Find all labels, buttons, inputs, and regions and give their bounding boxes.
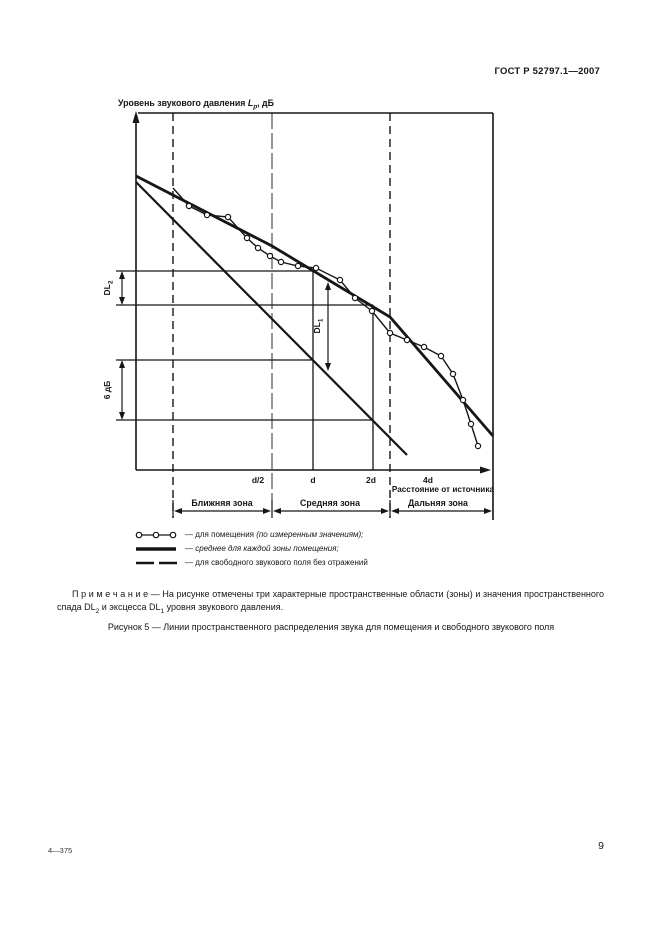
series-thin-with-circle-markers	[172, 187, 479, 447]
series-long-dash	[135, 181, 408, 456]
legend-item-zone-average: — среднее для каждой зоны помещения;	[134, 542, 368, 556]
series-thick-solid	[135, 174, 495, 437]
legend-text: — для свободного звукового поля без отра…	[185, 557, 368, 567]
x-tick-2d: 2d	[366, 475, 376, 485]
x-tick-d-half: d/2	[252, 475, 265, 485]
dl2-label: DL2	[102, 280, 115, 295]
measured-point-marker	[336, 276, 344, 284]
measured-point-marker	[224, 213, 232, 221]
measured-point-marker	[386, 329, 394, 337]
measured-point-marker	[203, 211, 211, 219]
x-tick-d: d	[310, 475, 315, 485]
zone-label-near: Ближняя зона	[191, 498, 252, 508]
measured-point-marker	[185, 202, 193, 210]
legend-text: — для помещения (по измеренным значениям…	[185, 529, 364, 539]
print-order-number: 4—375	[48, 846, 73, 855]
page-number: 9	[598, 840, 604, 852]
measured-point-marker	[459, 396, 467, 404]
zone-band	[172, 500, 492, 518]
six-db-dimension-arrow	[119, 360, 125, 420]
legend-item-room-measured: — для помещения (по измеренным значениям…	[134, 528, 368, 542]
standard-number-header: ГОСТ Р 52797.1—2007	[494, 66, 600, 77]
chart-legend: — для помещения (по измеренным значениям…	[134, 528, 368, 570]
dl2-dimension-arrow	[119, 271, 125, 305]
measured-point-marker	[474, 442, 482, 450]
legend-symbol-long-dash-line-icon	[134, 557, 178, 569]
x-axis-label: Расстояние от источника	[392, 485, 495, 494]
legend-symbol-thick-line-icon	[134, 543, 178, 555]
y-axis-label: Уровень звукового давления Lp, дБ	[118, 98, 275, 111]
dl1-label: DL1	[312, 318, 325, 333]
measured-point-marker	[437, 352, 445, 360]
x-tick-4d: 4d	[423, 475, 433, 485]
measured-point-marker	[420, 343, 428, 351]
data-series-layer	[135, 174, 495, 456]
x-axis-arrowhead	[480, 466, 491, 474]
legend-text: — среднее для каждой зоны помещения;	[185, 543, 339, 553]
measured-point-marker	[368, 307, 376, 315]
measured-point-marker	[449, 370, 457, 378]
measured-point-marker	[403, 336, 411, 344]
figure-caption: Рисунок 5 — Линии пространственного расп…	[107, 622, 555, 632]
measured-point-marker	[467, 420, 475, 428]
legend-item-free-field: — для свободного звукового поля без отра…	[134, 556, 368, 570]
six-db-label: 6 дБ	[102, 381, 112, 400]
measured-point-marker	[254, 244, 262, 252]
legend-symbol-circles-line-icon	[134, 529, 178, 541]
figure-5-chart: Уровень звукового давления Lp, дБ DL2	[102, 98, 495, 520]
measured-point-marker	[294, 262, 302, 270]
zone-label-middle: Средняя зона	[300, 498, 360, 508]
measured-point-marker	[312, 264, 320, 272]
zone-label-far: Дальняя зона	[408, 498, 468, 508]
measured-point-marker	[266, 252, 274, 260]
figure-note: П р и м е ч а н и е — На рисунке отмечен…	[57, 589, 604, 615]
measured-point-marker	[351, 294, 359, 302]
y-axis-arrowhead	[132, 111, 140, 123]
measured-point-marker	[243, 234, 251, 242]
measured-point-marker	[277, 258, 285, 266]
dl1-dimension-arrow	[325, 282, 331, 371]
